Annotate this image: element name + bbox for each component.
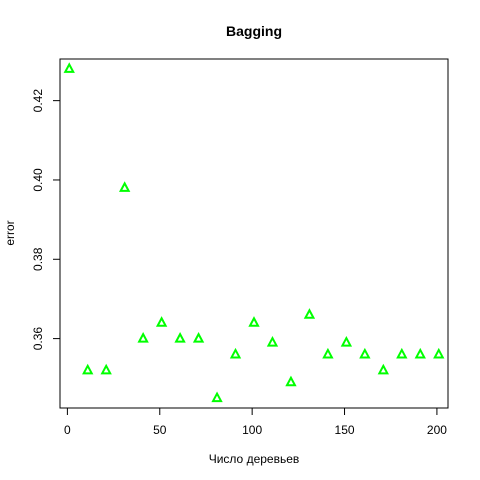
- y-tick-label: 0.42: [31, 89, 45, 113]
- data-point: [248, 316, 260, 327]
- data-point: [266, 335, 279, 347]
- data-point: [433, 347, 445, 359]
- x-tick-label: 150: [335, 423, 355, 437]
- data-point: [211, 391, 223, 403]
- data-point: [322, 347, 334, 359]
- data-point: [82, 363, 94, 375]
- x-axis-label: Число деревьев: [209, 452, 300, 466]
- x-tick-label: 50: [153, 423, 167, 437]
- data-point: [414, 347, 426, 359]
- data-point: [155, 316, 168, 327]
- data-point: [192, 331, 205, 343]
- data-point: [377, 363, 390, 375]
- y-tick-label: 0.36: [31, 327, 45, 351]
- data-point: [340, 335, 353, 347]
- data-point: [118, 181, 131, 192]
- data-point: [303, 308, 316, 319]
- data-point: [359, 347, 371, 359]
- x-axis: 0 50 100 150 200: [64, 407, 447, 437]
- y-tick-label: 0.40: [31, 168, 45, 192]
- data-point: [229, 347, 242, 359]
- plot-area-frame: [59, 58, 449, 409]
- data-point: [396, 347, 408, 359]
- data-points: [63, 62, 445, 403]
- data-point: [63, 62, 75, 73]
- y-axis-label: error: [3, 220, 17, 245]
- y-tick-label: 0.38: [31, 247, 45, 271]
- x-tick-label: 100: [242, 423, 262, 437]
- y-axis: 0.36 0.38 0.40 0.42: [31, 89, 61, 351]
- data-point: [100, 363, 112, 375]
- chart-title: Bagging: [226, 23, 282, 39]
- data-point: [137, 331, 149, 343]
- x-tick-label: 0: [64, 423, 71, 437]
- x-tick-label: 200: [427, 423, 447, 437]
- data-point: [174, 331, 186, 343]
- data-point: [285, 375, 297, 387]
